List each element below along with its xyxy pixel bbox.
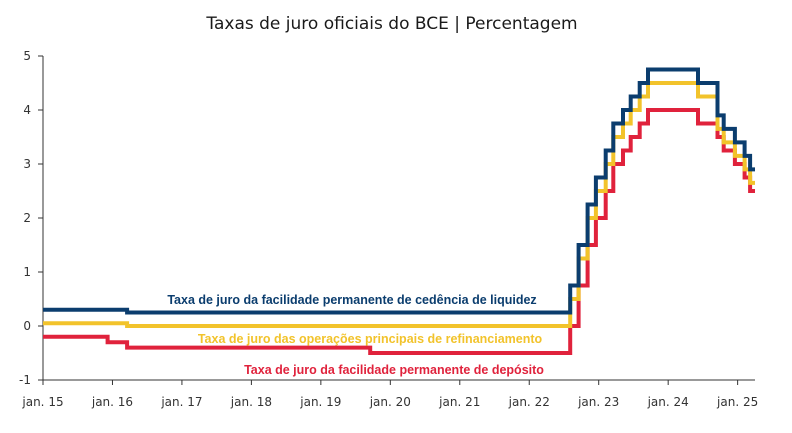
- x-tick-label: jan. 18: [230, 395, 272, 409]
- x-tick-label: jan. 15: [21, 395, 63, 409]
- x-tick-label: jan. 22: [508, 395, 550, 409]
- annotation-mro: Taxa de juro das operações principais de…: [198, 332, 543, 346]
- y-tick-label: 3: [23, 157, 31, 171]
- y-tick-label: 4: [23, 103, 31, 117]
- annotation-lending-facility: Taxa de juro da facilidade permanente de…: [167, 293, 536, 307]
- x-tick-label: jan. 23: [577, 395, 619, 409]
- y-tick-label: 0: [23, 319, 31, 333]
- annotation-layer: Taxa de juro da facilidade permanente de…: [167, 293, 544, 377]
- y-tick-label: 5: [23, 49, 31, 63]
- x-tick-label: jan. 20: [369, 395, 411, 409]
- series-deposit-facility-line: [43, 108, 755, 355]
- x-tick-label: jan. 17: [160, 395, 202, 409]
- x-tick-label: jan. 19: [299, 395, 341, 409]
- y-tick-label: 2: [23, 211, 31, 225]
- annotation-deposit-facility: Taxa de juro da facilidade permanente de…: [244, 363, 544, 377]
- y-tick-label: -1: [19, 373, 31, 387]
- axes: -1 0 1 2 3 4 5 jan. 15 jan. 16 jan. 17 jan. 18 jan.…: [19, 49, 758, 409]
- x-tick-label: jan. 21: [438, 395, 480, 409]
- series-lending-facility-line: [43, 67, 755, 315]
- x-tick-label: jan. 25: [716, 395, 758, 409]
- x-tick-label: jan. 16: [91, 395, 133, 409]
- chart-title: Taxas de juro oficiais do BCE | Percenta…: [205, 14, 577, 34]
- series-layer: [43, 67, 755, 355]
- x-tick-label: jan. 24: [647, 395, 689, 409]
- y-tick-label: 1: [23, 265, 31, 279]
